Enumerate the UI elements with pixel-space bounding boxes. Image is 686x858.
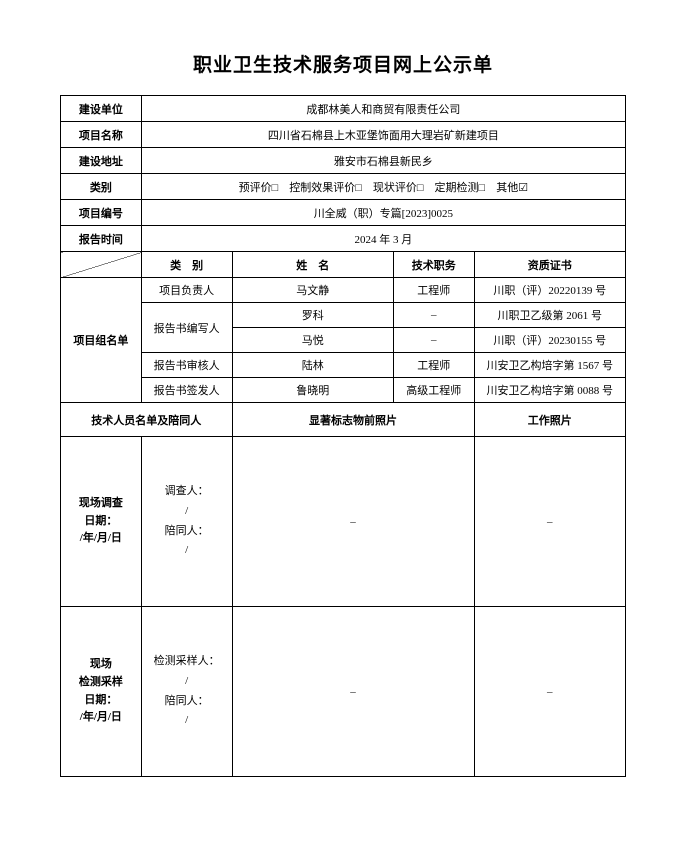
- role-sign: 报告书签发人: [141, 378, 232, 403]
- value-projno: 川全威（职）专篇[2023]0025: [141, 200, 625, 226]
- page-title: 职业卫生技术服务项目网上公示单: [60, 50, 626, 77]
- review-name: 陆林: [232, 353, 393, 378]
- role-lead: 项目负责人: [141, 278, 232, 303]
- sample-people: 检测采样人： / 陪同人： /: [141, 607, 232, 777]
- w1-name: 罗科: [232, 303, 393, 328]
- lead-name: 马文静: [232, 278, 393, 303]
- lead-cert: 川职（评）20220139 号: [474, 278, 625, 303]
- sample-photo2: –: [474, 607, 625, 777]
- col-title: 技术职务: [393, 252, 474, 278]
- col-name: 姓 名: [232, 252, 393, 278]
- label-sample: 现场 检测采样 日期： /年/月/日: [61, 607, 142, 777]
- survey-photo1: –: [232, 437, 474, 607]
- role-review: 报告书审核人: [141, 353, 232, 378]
- diagonal-cell: [61, 252, 142, 278]
- sign-title: 高级工程师: [393, 378, 474, 403]
- label-category: 类别: [61, 174, 142, 200]
- col-cert: 资质证书: [474, 252, 625, 278]
- disclosure-table: 建设单位 成都林美人和商贸有限责任公司 项目名称 四川省石棉县上木亚堡饰面用大理…: [60, 95, 626, 777]
- value-project: 四川省石棉县上木亚堡饰面用大理岩矿新建项目: [141, 122, 625, 148]
- label-projno: 项目编号: [61, 200, 142, 226]
- w2-cert: 川职（评）20230155 号: [474, 328, 625, 353]
- value-address: 雅安市石棉县新民乡: [141, 148, 625, 174]
- survey-photo2: –: [474, 437, 625, 607]
- value-reptime: 2024 年 3 月: [141, 226, 625, 252]
- value-category: 预评价□ 控制效果评价□ 现状评价□ 定期检测□ 其他☑: [141, 174, 625, 200]
- label-address: 建设地址: [61, 148, 142, 174]
- w2-name: 马悦: [232, 328, 393, 353]
- label-builder: 建设单位: [61, 96, 142, 122]
- label-photo1: 显著标志物前照片: [232, 403, 474, 437]
- w1-cert: 川职卫乙级第 2061 号: [474, 303, 625, 328]
- review-cert: 川安卫乙构培字第 1567 号: [474, 353, 625, 378]
- label-survey: 现场调查 日期： /年/月/日: [61, 437, 142, 607]
- page-container: 职业卫生技术服务项目网上公示单 建设单位 成都林美人和商贸有限责任公司 项目名称…: [0, 0, 686, 858]
- label-reptime: 报告时间: [61, 226, 142, 252]
- value-builder: 成都林美人和商贸有限责任公司: [141, 96, 625, 122]
- sign-cert: 川安卫乙构培字第 0088 号: [474, 378, 625, 403]
- role-writer: 报告书编写人: [141, 303, 232, 353]
- label-project: 项目名称: [61, 122, 142, 148]
- label-team: 项目组名单: [61, 278, 142, 403]
- w1-title: –: [393, 303, 474, 328]
- lead-title: 工程师: [393, 278, 474, 303]
- col-category: 类 别: [141, 252, 232, 278]
- review-title: 工程师: [393, 353, 474, 378]
- label-photo2: 工作照片: [474, 403, 625, 437]
- label-staff: 技术人员名单及陪同人: [61, 403, 233, 437]
- sign-name: 鲁晓明: [232, 378, 393, 403]
- w2-title: –: [393, 328, 474, 353]
- survey-people: 调查人： / 陪同人： /: [141, 437, 232, 607]
- sample-photo1: –: [232, 607, 474, 777]
